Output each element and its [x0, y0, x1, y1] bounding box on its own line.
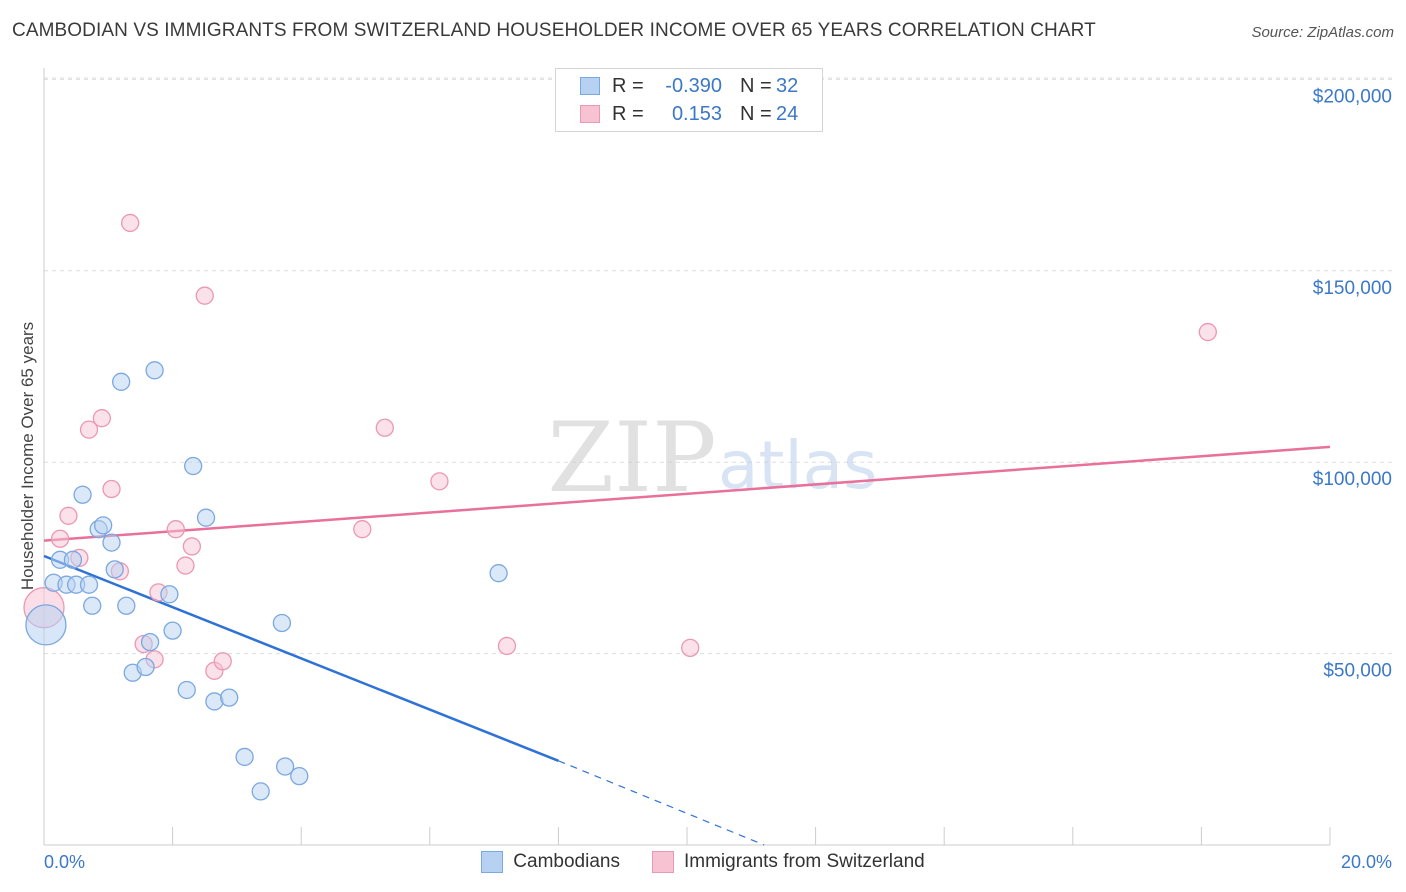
point-switzerland — [102, 479, 121, 499]
source-label: Source: ZipAtlas.com — [1251, 24, 1394, 41]
point-cambodians — [196, 508, 216, 527]
point-cambodians — [140, 632, 160, 652]
y-tick-label: $100,000 — [1313, 469, 1392, 490]
watermark: ZIP atlas — [547, 402, 877, 514]
y-tick-label: $200,000 — [1313, 86, 1392, 107]
x-tick-labels: 0.0% 20.0% — [44, 852, 1392, 872]
point-switzerland — [59, 506, 78, 525]
series-legend: Cambodians Immigrants from Switzerland — [0, 851, 1406, 873]
legend-n-label: N = — [740, 74, 772, 97]
point-cambodians — [25, 604, 67, 646]
x-tick-label-min: 0.0% — [44, 852, 85, 872]
point-cambodians — [105, 560, 124, 579]
point-cambodians — [272, 613, 292, 633]
correlation-legend: R = -0.390 N = 32 R = 0.153 N = 24 — [555, 68, 823, 132]
legend-row-cambodians: R = -0.390 N = 32 — [556, 72, 798, 100]
point-cambodians — [63, 550, 83, 569]
point-cambodians — [102, 533, 121, 552]
trend-lines — [43, 445, 1331, 846]
point-cambodians — [251, 782, 270, 801]
point-cambodians — [117, 596, 136, 615]
point-cambodians — [290, 766, 309, 786]
point-cambodians — [145, 361, 164, 380]
legend-swatch-switzerland — [651, 851, 674, 873]
legend-label-cambodians: Cambodians — [513, 851, 620, 872]
point-switzerland — [166, 520, 185, 539]
point-switzerland — [92, 409, 112, 428]
point-cambodians — [275, 757, 295, 776]
point-cambodians — [73, 485, 92, 504]
point-switzerland — [497, 636, 517, 656]
legend-row-switzerland: R = 0.153 N = 24 — [556, 100, 798, 128]
x-tick-label-max: 20.0% — [1341, 852, 1392, 872]
point-switzerland — [681, 638, 700, 658]
trend-line-cambodians — [43, 554, 559, 762]
y-tick-label: $150,000 — [1313, 278, 1392, 299]
point-cambodians — [235, 747, 254, 767]
point-switzerland — [375, 418, 394, 437]
point-cambodians — [79, 575, 99, 594]
y-axis-label: Householder Income Over 65 years — [18, 322, 37, 590]
legend-item-cambodians[interactable]: Cambodians — [481, 851, 620, 873]
point-switzerland — [50, 529, 70, 548]
point-cambodians — [160, 585, 179, 604]
y-tick-label: $50,000 — [1323, 661, 1392, 682]
points-cambodians — [25, 361, 508, 801]
gridlines — [44, 77, 1394, 655]
legend-label-switzerland: Immigrants from Switzerland — [683, 851, 925, 872]
axes — [43, 68, 1331, 846]
point-switzerland — [121, 213, 140, 233]
chart-title: CAMBODIAN VS IMMIGRANTS FROM SWITZERLAND… — [12, 20, 1096, 41]
point-switzerland — [195, 286, 214, 305]
point-cambodians — [220, 688, 239, 707]
legend-n-label: N = — [740, 102, 772, 125]
point-switzerland — [430, 472, 449, 491]
point-switzerland — [176, 556, 195, 575]
watermark-atlas: atlas — [718, 427, 878, 504]
legend-r-value: -0.390 — [665, 74, 722, 97]
trend-line-cambodians-extrapolated — [558, 760, 765, 846]
y-tick-labels: $50,000 $100,000 $150,000 $200,000 — [1313, 86, 1392, 681]
point-switzerland — [1198, 322, 1217, 342]
point-cambodians — [94, 516, 113, 535]
point-switzerland — [213, 652, 232, 671]
legend-r-label: R = — [612, 74, 644, 97]
point-cambodians — [112, 372, 131, 391]
legend-r-value: 0.153 — [671, 102, 722, 125]
watermark-zip: ZIP — [547, 402, 716, 514]
trend-line-switzerland — [43, 445, 1331, 542]
legend-n-value: 32 — [776, 74, 799, 97]
legend-swatch-pink — [580, 105, 600, 123]
legend-n-value: 24 — [776, 102, 799, 125]
point-switzerland — [182, 537, 202, 556]
legend-r-label: R = — [612, 102, 644, 125]
point-switzerland — [353, 520, 372, 539]
legend-swatch-cambodians — [481, 851, 504, 873]
point-switzerland — [79, 420, 99, 439]
point-cambodians — [177, 680, 196, 700]
point-cambodians — [136, 657, 155, 677]
point-cambodians — [489, 564, 508, 583]
legend-item-switzerland[interactable]: Immigrants from Switzerland — [651, 851, 925, 873]
point-cambodians — [83, 596, 102, 615]
point-cambodians — [184, 456, 203, 476]
point-cambodians — [163, 621, 182, 640]
legend-swatch-blue — [580, 77, 600, 95]
